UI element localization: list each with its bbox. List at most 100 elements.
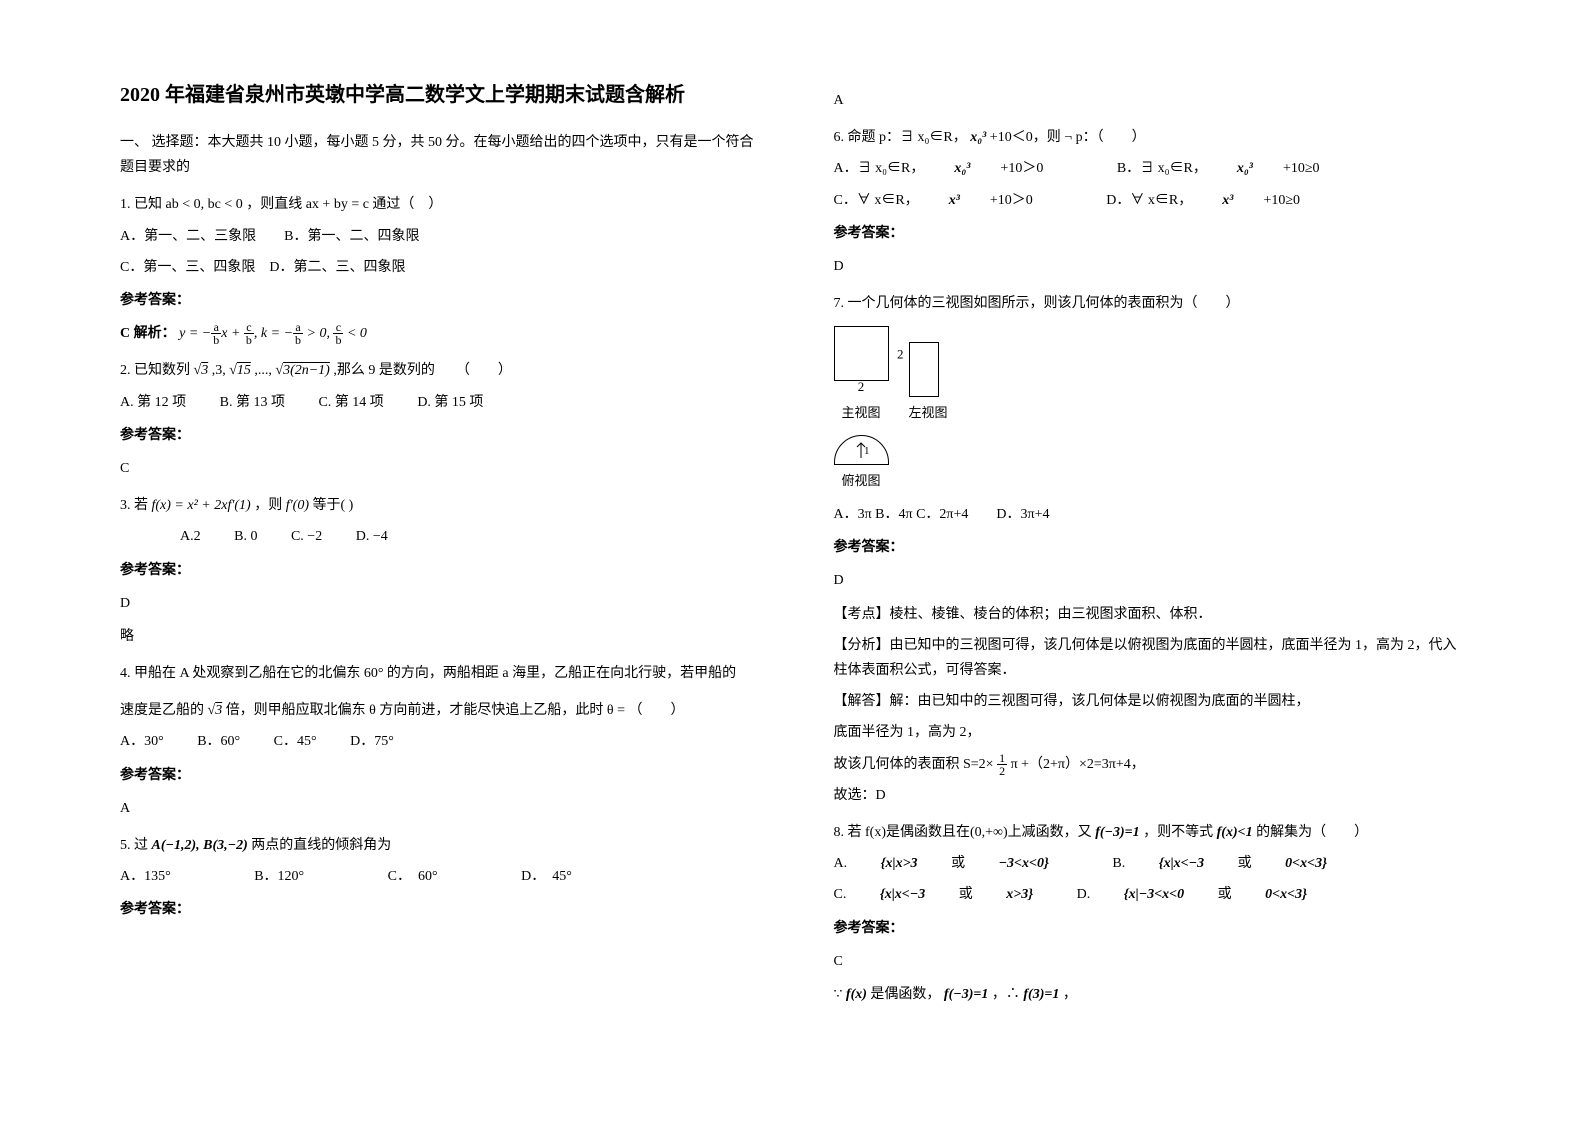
reference-answer-label: 参考答案： bbox=[120, 897, 754, 922]
q8-C-or: 或 bbox=[955, 887, 976, 902]
q3-b: ，则 bbox=[254, 498, 286, 513]
q7-fenxi: 【分析】由已知中的三视图可得，该几何体是以俯视图为底面的半圆柱，底面半径为 1，… bbox=[834, 633, 1468, 683]
q6-options-row2: C．∀ x∈R，x³+10＞0 D．∀ x∈R，x³+10≥0 bbox=[834, 188, 1468, 213]
q1-options-row2: C．第一、三、四象限 D．第二、三、四象限 bbox=[120, 255, 754, 280]
q2-b: ,3, bbox=[212, 363, 230, 378]
q8-setA2: −3<x<0} bbox=[999, 856, 1049, 871]
q2-opt-c: C. 第 14 项 bbox=[318, 395, 383, 410]
q8-setD1: {x|−3<x<0 bbox=[1124, 887, 1184, 902]
reference-answer-label: 参考答案： bbox=[834, 221, 1468, 246]
reference-answer-label: 参考答案： bbox=[120, 763, 754, 788]
q5-points: A(−1,2), B(3,−2) bbox=[152, 838, 248, 853]
q2-a: 2. 已知数列 bbox=[120, 363, 194, 378]
q8-exp-d: ， bbox=[1063, 987, 1077, 1002]
question-3: 3. 若 f(x) = x² + 2xf′(1) ，则 f′(0) 等于( ) bbox=[120, 493, 754, 518]
question-7: 7. 一个几何体的三视图如图所示，则该几何体的表面积为（ ） bbox=[834, 291, 1468, 316]
q8-f3: f(−3)=1 bbox=[944, 987, 988, 1002]
reference-answer-label: 参考答案： bbox=[834, 916, 1468, 941]
q2-options: A. 第 12 项 B. 第 13 项 C. 第 14 项 D. 第 15 项 bbox=[120, 390, 754, 415]
q1-explain-formula: y = −abx + cb, k = −ab > 0, cb < 0 bbox=[179, 326, 367, 341]
q8-D-or: 或 bbox=[1214, 887, 1235, 902]
q3-opt-b: B. 0 bbox=[234, 529, 257, 544]
q3-opt-d: D. −4 bbox=[356, 529, 388, 544]
frac-half-icon: 12 bbox=[997, 752, 1007, 777]
question-6: 6. 命题 p：∃ x₀∈R， x₀³ +10＜0，则 ¬ p：（ ） bbox=[834, 125, 1468, 150]
q1-options-row1: A．第一、二、三象限 B．第一、二、四象限 bbox=[120, 224, 754, 249]
q1-answer: C 解析： y = −abx + cb, k = −ab > 0, cb < 0 bbox=[120, 321, 754, 346]
q4-sqrt: 3 bbox=[208, 703, 223, 718]
q3-opt-c: C. −2 bbox=[291, 529, 322, 544]
q8-setD2: 0<x<3} bbox=[1265, 887, 1307, 902]
q6-options-row1: A．∃ x₀∈R，x₀³+10＞0 B．∃ x₀∈R，x₀³+10≥0 bbox=[834, 156, 1468, 181]
dim-right: 2 bbox=[897, 342, 904, 365]
question-4-line2: 速度是乙船的 3 倍，则甲船应取北偏东 θ 方向前进，才能尽快追上乙船，此时 θ… bbox=[120, 698, 754, 723]
q6-opt-b-a: B．∃ x₀∈R， bbox=[1117, 161, 1207, 176]
question-4-line1: 4. 甲船在 A 处观察到乙船在它的北偏东 60° 的方向，两船相距 a 海里，… bbox=[120, 661, 754, 686]
q5-opt-c: C． 60° bbox=[388, 869, 438, 884]
q8-C-pre: C. bbox=[834, 887, 850, 902]
q8-a: 8. 若 f(x)是偶函数且在(0,+∞)上减函数，又 bbox=[834, 825, 1096, 840]
q3-f2: f′(0) bbox=[286, 498, 309, 513]
q2-sqrt3: 3(2n−1) bbox=[275, 363, 329, 378]
q6-opt-c-a: C．∀ x∈R， bbox=[834, 193, 919, 208]
q7-jd3b: π +（2+π）×2=3π+4， bbox=[1011, 757, 1145, 772]
q7-answer: D bbox=[834, 568, 1468, 593]
q2-opt-d: D. 第 15 项 bbox=[417, 395, 483, 410]
top-view-label: 俯视图 bbox=[834, 469, 889, 492]
front-view-box: 2 2 主视图 bbox=[834, 326, 889, 424]
q8-B-pre: B. bbox=[1112, 856, 1128, 871]
q3-answer: D bbox=[120, 591, 754, 616]
question-2: 2. 已知数列 3 ,3, 15 ,..., 3(2n−1) ,那么 9 是数列… bbox=[120, 358, 754, 383]
q8-f2: f(x)<1 bbox=[1217, 825, 1253, 840]
front-view-icon: 2 2 bbox=[834, 326, 889, 381]
left-view-label: 左视图 bbox=[909, 401, 948, 424]
dim-bottom: 2 bbox=[858, 375, 865, 398]
q3-options: A.2 B. 0 C. −2 D. −4 bbox=[120, 524, 754, 549]
top-view-icon: 1 bbox=[834, 435, 889, 465]
q4-opt-b: B．60° bbox=[197, 734, 240, 749]
q8-fx: f(x) bbox=[846, 987, 867, 1002]
radius-arrow-icon: 1 bbox=[851, 440, 871, 460]
q4-answer: A bbox=[120, 796, 754, 821]
q8-options-row1: A. {x|x>3 或 −3<x<0} B. {x|x<−3 或 0<x<3} bbox=[834, 851, 1468, 876]
q4-opt-a: A．30° bbox=[120, 734, 164, 749]
q3-note: 略 bbox=[120, 624, 754, 649]
section-1-heading: 一、 选择题：本大题共 10 小题，每小题 5 分，共 50 分。在每小题给出的… bbox=[120, 130, 754, 180]
q3-a: 3. 若 bbox=[120, 498, 152, 513]
q4-c: 倍，则甲船应取北偏东 θ 方向前进，才能尽快追上乙船，此时 θ = （ ） bbox=[226, 703, 685, 718]
q6-c-x: x³ bbox=[949, 193, 960, 208]
q7-jieda-4: 故选：D bbox=[834, 783, 1468, 808]
q6-b: +10＜0，则 ¬ p：（ ） bbox=[990, 130, 1146, 145]
q8-setB1: {x|x<−3 bbox=[1159, 856, 1204, 871]
q5-opt-a: A．135° bbox=[120, 869, 171, 884]
q6-opt-d-a: D．∀ x∈R， bbox=[1106, 193, 1192, 208]
q2-c: ,..., bbox=[254, 363, 275, 378]
q6-x03: x₀³ bbox=[970, 130, 986, 145]
q6-b-x: x₀³ bbox=[1237, 161, 1253, 176]
q2-opt-b: B. 第 13 项 bbox=[220, 395, 285, 410]
q7-jd3a: 故该几何体的表面积 S=2× bbox=[834, 757, 998, 772]
q8-exp-c: ，∴ bbox=[992, 987, 1024, 1002]
q8-D-pre: D. bbox=[1077, 887, 1094, 902]
q8-B-or: 或 bbox=[1234, 856, 1255, 871]
q5-options: A．135° B．120° C． 60° D． 45° bbox=[120, 864, 754, 889]
q8-setC1: {x|x<−3 bbox=[880, 887, 925, 902]
q7-options: A．3π B．4π C．2π+4 D．3π+4 bbox=[834, 502, 1468, 527]
q8-b: ，则不等式 bbox=[1143, 825, 1217, 840]
q1-answer-prefix: C 解析： bbox=[120, 326, 176, 341]
q2-sqrt2: 15 bbox=[229, 363, 251, 378]
q6-opt-d-b: +10≥0 bbox=[1263, 193, 1300, 208]
q8-exp-b: 是偶函数， bbox=[870, 987, 940, 1002]
left-view-icon bbox=[909, 342, 939, 397]
q2-opt-a: A. 第 12 项 bbox=[120, 395, 186, 410]
q6-opt-b-b: +10≥0 bbox=[1283, 161, 1320, 176]
q1-text: 1. 已知 ab < 0, bc < 0 ，则直线 ax + by = c 通过… bbox=[120, 197, 442, 212]
question-5: 5. 过 A(−1,2), B(3,−2) 两点的直线的倾斜角为 bbox=[120, 833, 754, 858]
left-column: 2020 年福建省泉州市英墩中学高二数学文上学期期末试题含解析 一、 选择题：本… bbox=[100, 80, 794, 1072]
page-title: 2020 年福建省泉州市英墩中学高二数学文上学期期末试题含解析 bbox=[120, 80, 754, 110]
q7-kaodian: 【考点】棱柱、棱锥、棱台的体积；由三视图求面积、体积． bbox=[834, 602, 1468, 627]
q8-f4: f(3)=1 bbox=[1023, 987, 1059, 1002]
q5-a: 5. 过 bbox=[120, 838, 152, 853]
q8-setB2: 0<x<3} bbox=[1285, 856, 1327, 871]
three-views-row1: 2 2 主视图 左视图 bbox=[834, 326, 1468, 424]
